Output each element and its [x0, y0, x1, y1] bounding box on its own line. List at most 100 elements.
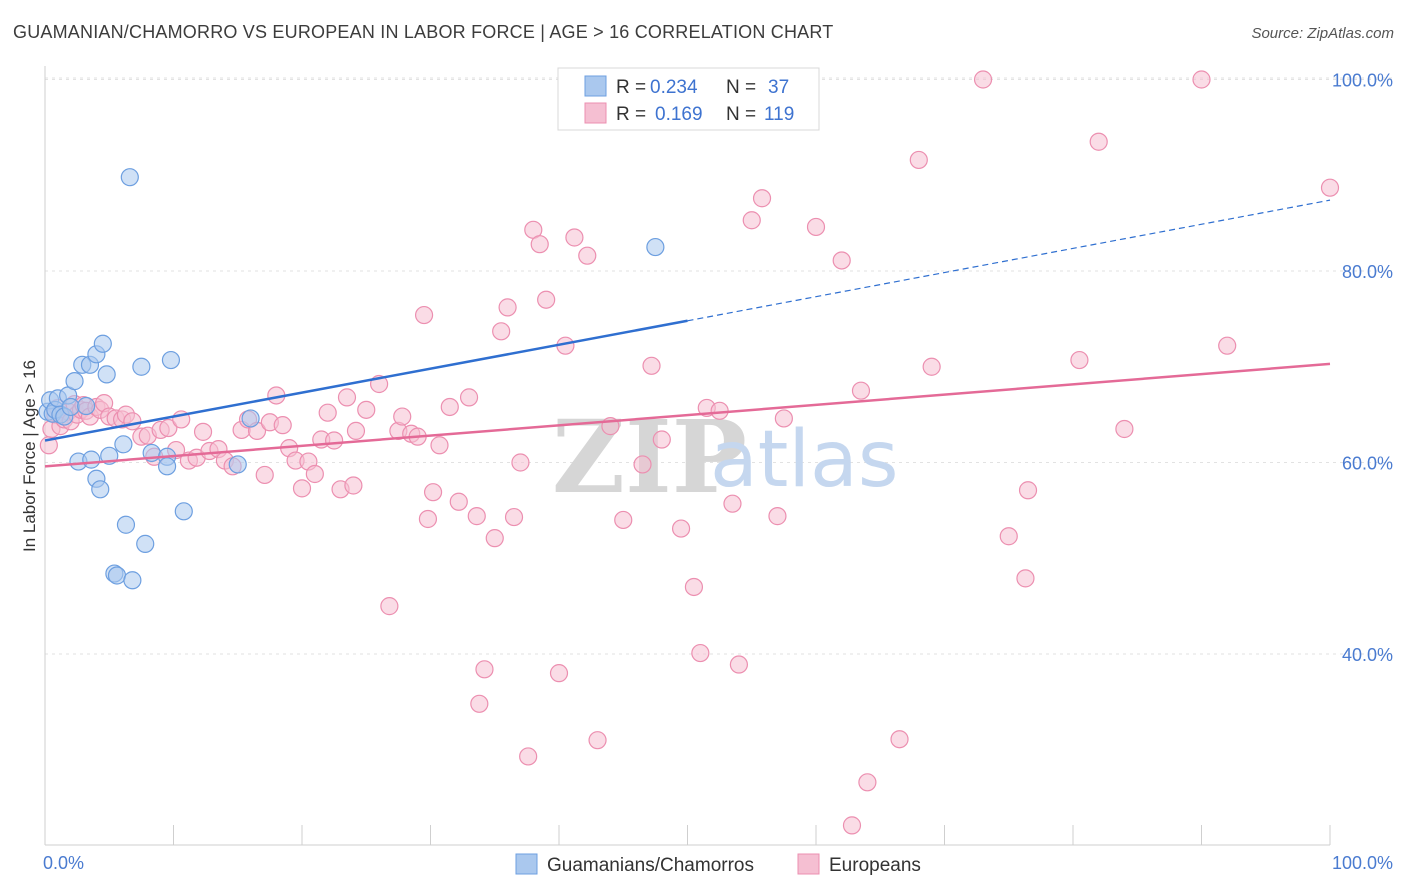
europeans-point-92: [684, 577, 704, 597]
legend-n-label-2: N =: [726, 104, 756, 125]
europeans-point-77: [519, 747, 538, 766]
x-tick-labels: 0.0% 100.0%: [43, 853, 1393, 873]
europeans-point-118: [1218, 336, 1237, 355]
legend-swatch-blue: [584, 75, 607, 97]
europeans-point-97: [729, 655, 749, 674]
europeans-point-113: [1016, 569, 1035, 588]
europeans-point-47: [305, 464, 324, 484]
watermark-atlas: atlas: [710, 415, 899, 505]
guamanians-point-36: [646, 237, 665, 257]
europeans-point-107: [890, 730, 909, 749]
europeans-point-117: [1192, 70, 1211, 89]
guamanians-trend-extension: [687, 199, 1331, 322]
europeans-point-55: [357, 400, 376, 419]
source-credit: Source: ZipAtlas.com: [1251, 25, 1394, 42]
europeans-point-115: [1089, 132, 1108, 151]
europeans-point-65: [430, 436, 449, 455]
guamanians-point-27: [132, 357, 151, 376]
europeans-point-74: [498, 298, 517, 317]
europeans-point-105: [851, 381, 871, 400]
europeans-point-119: [1320, 178, 1340, 197]
x-tick-label-0: 0.0%: [43, 853, 84, 873]
europeans-point-64: [423, 483, 443, 502]
guamanians-point-8: [61, 397, 80, 417]
europeans-point-84: [578, 246, 597, 265]
europeans-point-73: [492, 322, 511, 341]
guamanians-trend-line: [44, 319, 688, 442]
europeans-point-49: [318, 403, 337, 422]
europeans-point-39: [255, 465, 274, 485]
europeans-point-81: [549, 664, 569, 683]
europeans-point-50: [325, 431, 344, 450]
europeans-point-95: [710, 401, 729, 420]
legend-r-value-2: 0.169: [655, 104, 703, 125]
legend-bottom: Guamanians/Chamorros Europeans: [515, 853, 921, 876]
europeans-point-85: [588, 731, 607, 750]
europeans-point-68: [459, 388, 479, 407]
europeans-point-31: [193, 422, 213, 441]
europeans-point-54: [346, 421, 366, 441]
guamanians-point-34: [228, 455, 247, 474]
guamanians-point-18: [93, 334, 112, 353]
europeans-point-57: [380, 597, 399, 616]
europeans-point-93: [691, 643, 710, 663]
legend-bottom-swatch-blue: [515, 853, 538, 875]
legend-bottom-label-2: Europeans: [829, 855, 921, 876]
europeans-point-59: [393, 407, 412, 426]
europeans-point-42: [273, 416, 292, 435]
guamanians-point-9: [65, 372, 84, 391]
europeans-point-79: [530, 235, 549, 254]
legend-r-value-1: 0.234: [650, 77, 698, 98]
europeans-point-63: [418, 509, 438, 529]
guamanians-point-26: [123, 571, 142, 590]
europeans-point-89: [642, 356, 661, 375]
europeans-point-75: [504, 507, 524, 527]
europeans-point-67: [449, 492, 468, 511]
europeans-point-99: [752, 189, 772, 208]
europeans-point-111: [999, 527, 1018, 546]
guamanians-point-22: [107, 566, 127, 585]
europeans-point-88: [633, 455, 652, 474]
guamanians-point-28: [136, 534, 155, 553]
europeans-point-53: [344, 476, 363, 495]
trend-lines: [44, 199, 1331, 468]
europeans-point-71: [475, 660, 494, 679]
europeans-point-80: [537, 290, 556, 309]
europeans-point-98: [742, 211, 761, 230]
gridlines: [45, 77, 1394, 655]
europeans-point-112: [1018, 481, 1038, 500]
axes: [44, 66, 1331, 846]
europeans-point-116: [1115, 419, 1134, 439]
guamanians-point-12: [77, 396, 96, 416]
europeans-point-91: [671, 519, 691, 538]
guamanians-point-24: [116, 515, 136, 534]
europeans-point-52: [337, 388, 357, 407]
y-tick-label-0: 40.0%: [1342, 645, 1393, 665]
legend-bottom-swatch-pink: [797, 853, 820, 875]
legend-r-label-2: R =: [616, 104, 646, 125]
y-tick-label-3: 100.0%: [1332, 71, 1393, 91]
europeans-point-62: [414, 305, 434, 325]
legend-n-value-2: 119: [764, 104, 794, 125]
europeans-point-21: [123, 412, 142, 431]
guamanians-point-31: [157, 457, 177, 476]
legend-top: R = 0.234 N = 37 R = 0.169 N = 119: [557, 67, 820, 131]
y-tick-label-2: 80.0%: [1342, 262, 1393, 282]
y-tick-label-1: 60.0%: [1342, 454, 1393, 474]
europeans-point-66: [440, 397, 459, 417]
europeans-point-106: [858, 773, 877, 792]
europeans-point-101: [774, 409, 793, 428]
guamanians-point-14: [82, 450, 101, 469]
europeans-point-109: [922, 357, 941, 376]
chart-title: GUAMANIAN/CHAMORRO VS EUROPEAN IN LABOR …: [13, 22, 834, 42]
europeans-point-114: [1070, 350, 1089, 370]
europeans-point-70: [470, 694, 489, 713]
guamanians-point-25: [120, 168, 139, 187]
guamanians-point-32: [161, 350, 181, 370]
europeans-point-83: [565, 228, 584, 247]
europeans-point-72: [485, 529, 504, 548]
guamanians-point-19: [97, 365, 116, 384]
legend-r-label-1: R =: [616, 77, 646, 98]
guamanians-point-23: [114, 435, 133, 454]
